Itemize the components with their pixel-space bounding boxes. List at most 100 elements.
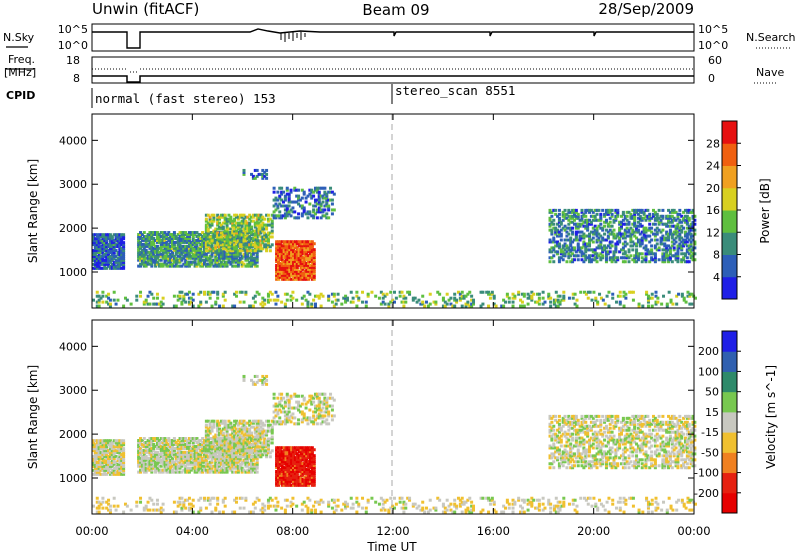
power-cell xyxy=(603,225,606,228)
power-cell xyxy=(297,216,300,219)
power-cell xyxy=(558,242,561,245)
power-cell xyxy=(265,173,268,176)
power-cell xyxy=(671,303,674,306)
power-cell xyxy=(568,297,571,300)
power-cell xyxy=(243,169,246,172)
power-cell xyxy=(658,258,661,261)
power-cell xyxy=(562,258,565,261)
power-cell xyxy=(683,297,686,300)
power-cell xyxy=(637,229,640,232)
power-cell xyxy=(668,291,671,294)
freq-right-tick-bottom: 0 xyxy=(708,72,715,85)
freq-left-tick-bottom: 8 xyxy=(73,72,80,85)
power-cell xyxy=(263,299,266,302)
power-cell xyxy=(203,291,206,294)
power-cell xyxy=(233,237,236,240)
power-cell xyxy=(628,260,631,263)
power-cell xyxy=(596,260,599,263)
power-cell xyxy=(631,248,634,251)
power-cell xyxy=(575,305,578,308)
power-cell xyxy=(224,299,227,302)
power-cell xyxy=(254,301,257,304)
power-cell xyxy=(286,187,289,190)
power-cell xyxy=(542,297,545,300)
power-cell xyxy=(506,293,509,296)
power-cell xyxy=(346,297,349,300)
power-cell xyxy=(229,216,232,219)
noise-left-tick-bottom: 10^0 xyxy=(58,39,88,52)
power-cell xyxy=(156,297,159,300)
power-cell xyxy=(442,297,445,300)
power-cell xyxy=(205,301,208,304)
freq-left-label-1: Freq. xyxy=(8,53,35,66)
power-cell xyxy=(598,293,601,296)
power-cell xyxy=(532,293,535,296)
power-cell xyxy=(575,299,578,302)
power-cell xyxy=(671,260,674,263)
power-cell xyxy=(648,235,651,238)
power-cell xyxy=(357,297,360,300)
power-cell xyxy=(101,301,104,304)
power-cell xyxy=(446,303,449,306)
power-cell xyxy=(556,250,559,253)
noise-right-tick-bottom: 10^0 xyxy=(698,39,728,52)
power-cell xyxy=(148,303,151,306)
power-cell xyxy=(156,293,159,296)
power-cell xyxy=(297,195,300,198)
power-cell xyxy=(512,301,515,304)
power-cell xyxy=(256,265,259,268)
power-cell xyxy=(337,299,340,302)
velocity-cell xyxy=(209,441,212,444)
power-cell xyxy=(211,305,214,308)
power-cell xyxy=(554,209,557,212)
power-cell xyxy=(101,295,104,298)
power-cell xyxy=(660,303,663,306)
power-cell xyxy=(175,305,178,308)
y-tick-label: 1000 xyxy=(59,266,87,279)
power-cell xyxy=(589,291,592,294)
power-cell xyxy=(622,211,625,214)
beam-title: Beam 09 xyxy=(362,1,429,19)
power-cell xyxy=(308,203,311,206)
power-cell xyxy=(384,303,387,306)
power-cell xyxy=(611,213,614,216)
freq-left-tick-top: 18 xyxy=(66,54,80,67)
power-cell xyxy=(508,297,511,300)
power-cell xyxy=(113,299,116,302)
power-cell xyxy=(401,291,404,294)
power-cell xyxy=(414,297,417,300)
power-cell xyxy=(606,295,609,298)
power-colorbar-label: Power [dB] xyxy=(758,178,772,243)
power-cell xyxy=(355,291,358,294)
date-title: 28/Sep/2009 xyxy=(598,0,694,18)
power-cell xyxy=(180,291,183,294)
power-cell xyxy=(421,301,424,304)
power-cell xyxy=(544,301,547,304)
power-cell xyxy=(109,299,112,302)
power-cell xyxy=(107,293,110,296)
power-cell xyxy=(263,303,266,306)
power-cell xyxy=(254,295,257,298)
power-cell xyxy=(564,209,567,212)
power-cell xyxy=(538,293,541,296)
y-tick-label: 2000 xyxy=(59,222,87,235)
power-cell xyxy=(305,201,308,204)
power-cell xyxy=(96,291,99,294)
velocity-cell xyxy=(122,439,125,442)
cpid-mode-1: normal (fast stereo) 153 xyxy=(95,91,276,106)
power-cell xyxy=(333,208,336,211)
power-cell xyxy=(288,204,291,207)
power-cell xyxy=(605,219,608,222)
power-cell xyxy=(306,301,309,304)
power-cell xyxy=(552,219,555,222)
noise-left-label: N.Sky xyxy=(3,31,35,44)
power-cell xyxy=(310,303,313,306)
colorbar-swatch xyxy=(722,210,737,233)
noise-left-tick-top: 10^5 xyxy=(58,23,88,36)
power-cell xyxy=(466,301,469,304)
power-cell xyxy=(276,295,279,298)
power-cell xyxy=(113,291,116,294)
power-cell xyxy=(638,303,641,306)
